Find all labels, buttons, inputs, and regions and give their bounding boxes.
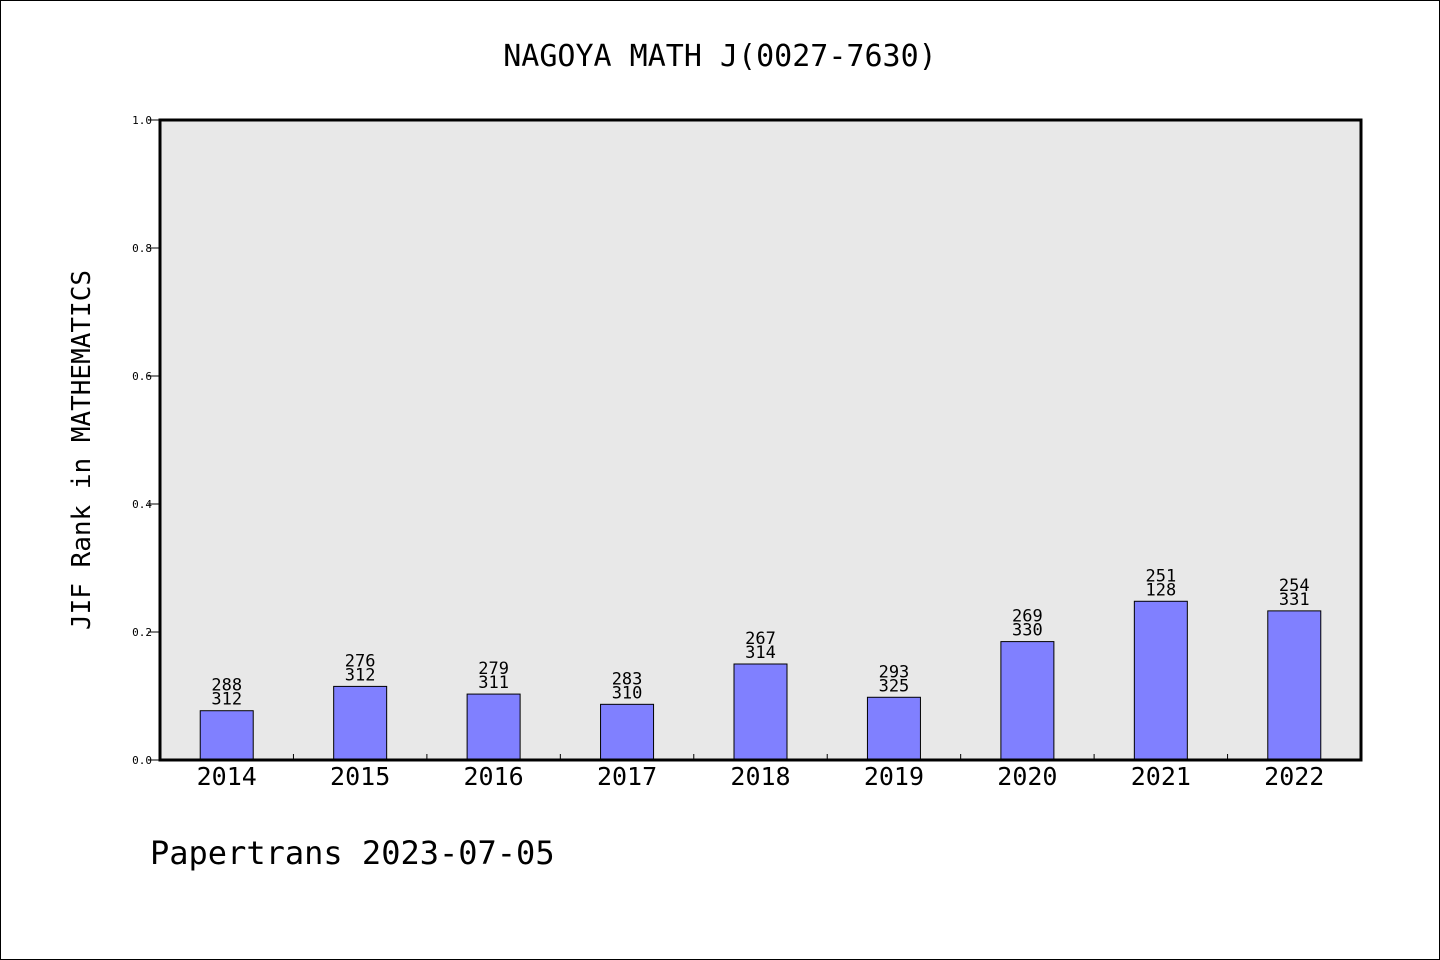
bar-label-bottom: 312 — [211, 690, 242, 710]
bar — [466, 693, 521, 761]
bar-label-bottom: 330 — [1012, 621, 1043, 641]
x-tick-label: 2020 — [997, 762, 1057, 791]
chart-title: NAGOYA MATH J(0027-7630) — [503, 39, 936, 74]
bar-label-top: 283 — [612, 669, 643, 689]
bar-label-bottom: 311 — [478, 673, 509, 693]
x-tick-label: 2016 — [464, 762, 524, 791]
plot-border — [158, 118, 1363, 762]
x-tick-label: 2021 — [1131, 762, 1191, 791]
y-tick-label: 0.0 — [132, 754, 152, 767]
bar — [1000, 641, 1055, 761]
y-tick-label: 0.2 — [132, 626, 152, 639]
y-tick-label: 0.4 — [132, 498, 152, 511]
y-tick-label: 0.6 — [132, 370, 152, 383]
x-tick-label: 2018 — [730, 762, 790, 791]
bar — [733, 663, 788, 761]
bar — [1267, 610, 1322, 761]
bar-label-top: 267 — [745, 629, 776, 649]
bar-label-bottom: 310 — [612, 683, 643, 703]
bar-label-top: 279 — [478, 659, 509, 679]
bar-label-bottom: 331 — [1279, 590, 1310, 610]
bar — [1133, 600, 1188, 761]
x-tick-label: 2022 — [1264, 762, 1324, 791]
footer-text: Papertrans 2023-07-05 — [150, 834, 555, 872]
bar-label-top: 293 — [879, 662, 910, 682]
bar-label-top: 254 — [1279, 576, 1310, 596]
bar — [333, 685, 388, 761]
bar — [600, 703, 655, 761]
bar-label-bottom: 325 — [879, 676, 910, 696]
x-tick-label: 2015 — [330, 762, 390, 791]
x-tick-label: 2014 — [197, 762, 257, 791]
y-axis-label: JIF Rank in MATHEMATICS — [67, 270, 97, 630]
bar-label-top: 269 — [1012, 607, 1043, 627]
bar-label-top: 251 — [1145, 566, 1176, 586]
y-axis: 0.0 0.2 0.4 0.6 0.8 1.0 — [132, 114, 160, 767]
bar-label-bottom: 312 — [345, 665, 376, 685]
bar — [866, 696, 921, 761]
x-tick-label: 2019 — [864, 762, 924, 791]
bar-label-top: 276 — [345, 651, 376, 671]
bar-label-bottom: 128 — [1145, 580, 1176, 600]
y-tick-label: 1.0 — [132, 114, 152, 127]
bar — [199, 710, 254, 761]
x-axis: 2014 2015 2016 2017 2018 2019 2020 2021 2022 — [197, 754, 1324, 791]
x-tick-label: 2017 — [597, 762, 657, 791]
bar-label-bottom: 314 — [745, 643, 776, 663]
bar-label-top: 288 — [211, 676, 242, 696]
y-tick-label: 0.8 — [132, 242, 152, 255]
